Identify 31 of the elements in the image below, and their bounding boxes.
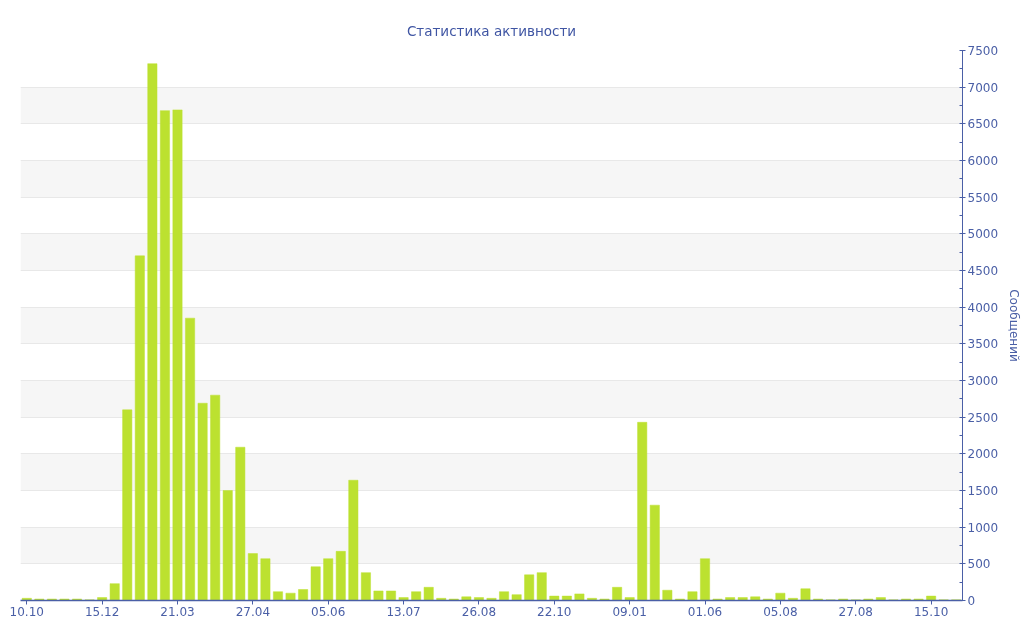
x-tick-label: 21.03 xyxy=(160,604,195,619)
y-tick-label: 5500 xyxy=(967,190,999,205)
y-tick-label: 2000 xyxy=(967,447,999,462)
y-tick-label: 0 xyxy=(967,594,976,608)
y-tick-label: 7500 xyxy=(967,44,999,58)
x-tick-label: 01.06 xyxy=(687,604,723,619)
y-tick-label: 1500 xyxy=(967,484,999,498)
y-tick-label: 4500 xyxy=(967,264,999,278)
x-tick-label: 15.12 xyxy=(84,604,120,619)
y-tick-label: 3000 xyxy=(967,374,999,388)
y-tick-label: 7000 xyxy=(967,80,999,95)
y-axis-title: Сообщений xyxy=(1007,289,1022,362)
chart-title: Статистика активности xyxy=(406,22,577,39)
y-tick-label: 3500 xyxy=(967,337,999,352)
y-tick-label: 6000 xyxy=(967,154,999,168)
x-tick-label: 15.10 xyxy=(913,604,949,619)
x-tick-label: 05.06 xyxy=(311,604,346,619)
y-tick-label: 2500 xyxy=(967,410,999,425)
x-tick-label: 26.08 xyxy=(461,604,497,619)
x-tick-label: 10.10 xyxy=(9,604,44,619)
x-tick-label: 13.07 xyxy=(386,604,421,619)
x-tick-label: 27.04 xyxy=(235,604,271,619)
x-tick-label: 05.08 xyxy=(763,604,798,619)
x-tick-label: 22.10 xyxy=(537,604,572,619)
y-tick-label: 6500 xyxy=(967,117,999,132)
y-tick-label: 5000 xyxy=(967,227,999,242)
x-tick-label: 27.08 xyxy=(838,604,873,619)
y-tick-label: 1000 xyxy=(967,520,999,535)
x-tick-label: 09.01 xyxy=(612,604,647,619)
y-tick-label: 4000 xyxy=(967,300,999,315)
y-tick-label: 500 xyxy=(967,557,991,572)
